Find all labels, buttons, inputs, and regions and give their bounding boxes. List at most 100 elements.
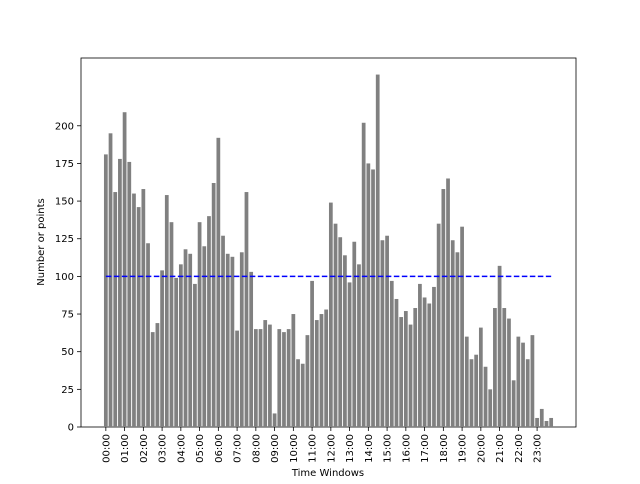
bar [488, 389, 493, 427]
bar [366, 163, 371, 427]
bar [521, 342, 525, 427]
x-tick-label: 02:00 [139, 434, 150, 463]
bar [221, 235, 225, 427]
bar [361, 122, 366, 427]
bar [497, 265, 502, 427]
bar [328, 202, 333, 427]
bar [352, 241, 357, 427]
bar [530, 335, 535, 427]
bar [403, 311, 408, 427]
bar [450, 240, 455, 427]
bar [375, 74, 380, 427]
bar [535, 417, 539, 427]
x-tick-label: 01:00 [120, 434, 131, 463]
y-tick-label: 150 [55, 197, 74, 208]
bar [507, 318, 511, 427]
bar [483, 366, 488, 427]
bar [324, 309, 329, 427]
x-tick-label: 16:00 [401, 434, 412, 463]
bar [169, 222, 174, 427]
x-tick-label: 14:00 [364, 434, 375, 463]
bar [305, 335, 310, 427]
bar [164, 195, 169, 427]
y-tick-label: 175 [55, 159, 74, 170]
x-tick-label: 20:00 [476, 434, 487, 463]
y-tick-label: 25 [61, 385, 74, 396]
bar [408, 324, 413, 427]
x-tick-label: 03:00 [158, 434, 169, 463]
bar [150, 332, 155, 427]
bar [357, 264, 361, 427]
bar [460, 226, 464, 427]
bar [549, 417, 554, 427]
bar [160, 270, 164, 427]
bar [399, 317, 404, 427]
x-tick-label: 23:00 [533, 434, 544, 463]
bar [525, 359, 530, 427]
x-tick-label: 05:00 [195, 434, 206, 463]
bar [502, 308, 507, 427]
y-tick-label: 50 [61, 347, 74, 358]
y-tick-label: 0 [68, 423, 74, 434]
bar [371, 169, 375, 427]
bar [108, 133, 113, 427]
bar [207, 216, 211, 427]
x-tick-label: 11:00 [308, 434, 319, 463]
bar [282, 332, 286, 427]
bar [432, 286, 436, 427]
x-axis-label: Time Windows [291, 468, 364, 479]
bar [338, 237, 343, 427]
bar [422, 297, 427, 427]
bar [141, 189, 146, 427]
bar [249, 271, 254, 427]
bar [216, 137, 221, 427]
bar [211, 183, 216, 427]
bar [258, 329, 263, 427]
bar [310, 280, 314, 427]
x-tick-label: 15:00 [383, 434, 394, 463]
y-tick-label: 125 [55, 234, 74, 245]
bar [244, 192, 249, 427]
bar [286, 329, 291, 427]
bar [291, 314, 296, 427]
x-tick-label: 08:00 [251, 434, 262, 463]
x-tick-label: 22:00 [514, 434, 525, 463]
bar [239, 252, 244, 427]
bar [516, 336, 521, 427]
bar [385, 235, 389, 427]
x-tick-label: 09:00 [270, 434, 281, 463]
bar [277, 329, 282, 427]
x-tick-label: 04:00 [176, 434, 187, 463]
bar [436, 223, 441, 427]
bar [493, 308, 497, 427]
bar [394, 298, 399, 427]
x-tick-label: 10:00 [289, 434, 300, 463]
bar [197, 222, 202, 427]
bar [263, 320, 268, 427]
bar [188, 253, 193, 427]
y-axis-label: Number or points [36, 198, 47, 285]
bar [455, 252, 460, 427]
bar [347, 282, 352, 427]
y-tick-label: 200 [55, 121, 74, 132]
bar [127, 161, 132, 427]
bar [235, 330, 239, 427]
bar [464, 336, 469, 427]
bar [441, 189, 446, 427]
bar [193, 283, 197, 427]
bar [446, 178, 450, 427]
x-tick-label: 13:00 [345, 434, 356, 463]
x-tick-label: 06:00 [214, 434, 225, 463]
bar [113, 192, 118, 427]
bar [427, 303, 432, 427]
bar [183, 249, 188, 427]
bar [319, 314, 324, 427]
bar [155, 323, 160, 427]
x-tick-label: 00:00 [101, 434, 112, 463]
bar [544, 420, 549, 427]
bar [413, 308, 418, 427]
x-tick-label: 18:00 [439, 434, 450, 463]
x-tick-label: 19:00 [458, 434, 469, 463]
bar [268, 324, 272, 427]
bar [272, 413, 277, 427]
